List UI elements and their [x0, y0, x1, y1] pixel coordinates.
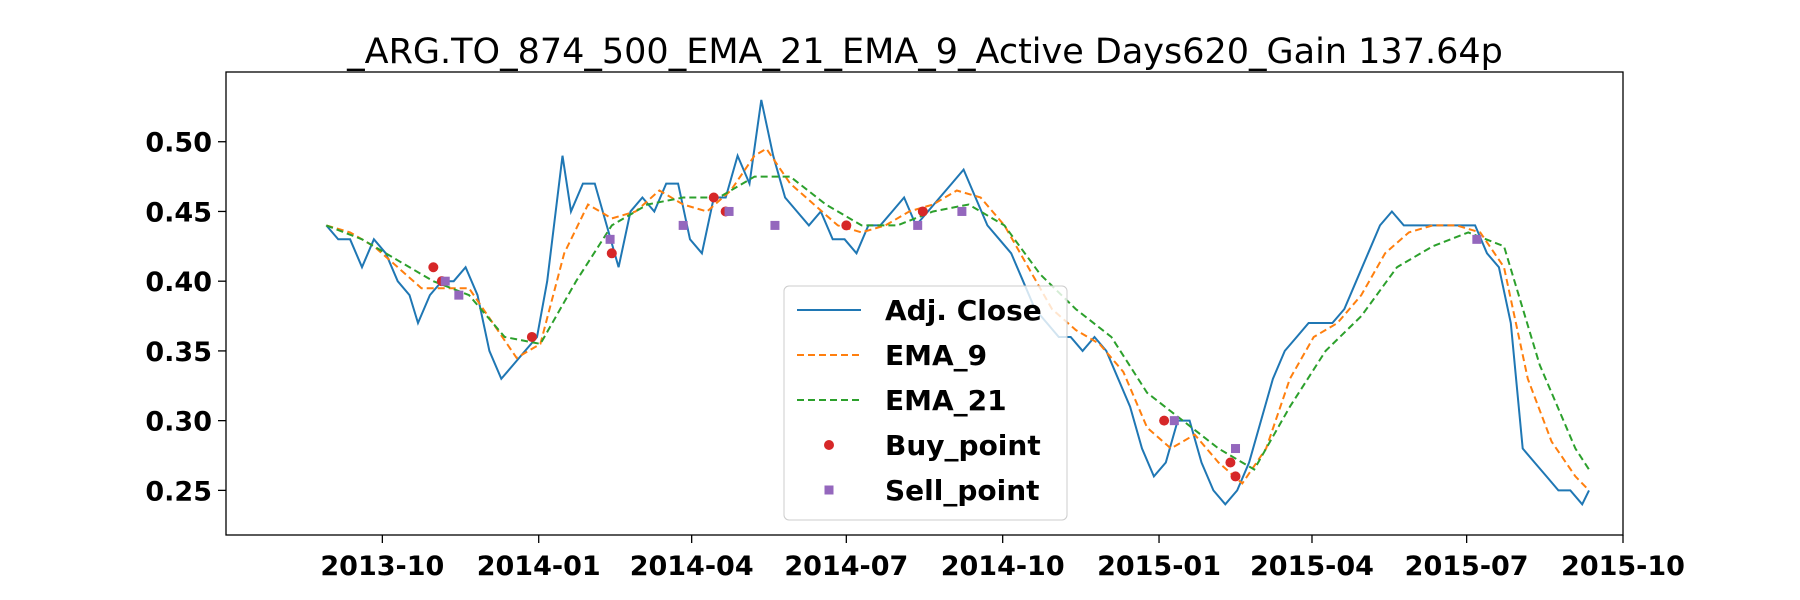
- buy-point-marker: [526, 331, 537, 342]
- x-tick-label: 2014-01: [477, 551, 601, 582]
- chart-title: _ARG.TO_874_500_EMA_21_EMA_9_Active Days…: [346, 32, 1503, 72]
- sell-point-marker: [913, 220, 923, 230]
- x-axis: 2013-10 2014-01 2014-04 2014-07 2014-10 2015-…: [320, 535, 1685, 582]
- series-line-adj-close: [325, 99, 1590, 507]
- legend-swatch: [824, 485, 834, 495]
- plot-area-frame: [225, 71, 1624, 536]
- plot-area: [325, 99, 1590, 507]
- sell-point-marker: [605, 234, 615, 244]
- legend-entry-adj-close: Adj. Close: [797, 294, 1042, 327]
- y-tick-label: 0.50: [145, 128, 212, 159]
- buy-point-marker: [1225, 457, 1236, 468]
- legend-label: Adj. Close: [885, 294, 1042, 327]
- series-line-ema-9: [326, 147, 1590, 492]
- x-tick-label: 2014-10: [941, 551, 1065, 582]
- legend-entry-sell-point: Sell_point: [824, 474, 1040, 507]
- y-tick-label: 0.45: [145, 197, 212, 228]
- y-tick-label: 0.25: [145, 476, 212, 507]
- sell-point-marker: [1169, 416, 1179, 426]
- legend-entry-ema-9: EMA_9: [797, 339, 987, 372]
- sell-point-marker: [440, 276, 450, 286]
- x-tick-label: 2015-01: [1097, 551, 1221, 582]
- y-tick-label: 0.30: [145, 407, 212, 438]
- buy-point-marker: [917, 206, 928, 217]
- x-tick-label: 2014-04: [630, 551, 754, 582]
- sell-point-marker: [724, 206, 734, 216]
- legend-entry-ema-21: EMA_21: [797, 384, 1007, 417]
- legend-label: Buy_point: [885, 429, 1041, 462]
- buy-point-marker: [841, 220, 852, 231]
- legend-entry-buy-point: Buy_point: [824, 429, 1041, 462]
- y-tick-label: 0.35: [145, 337, 212, 368]
- legend: Adj. Close EMA_9 EMA_21 Buy_point Sell_point: [783, 285, 1068, 521]
- buy-point-marker: [606, 248, 617, 259]
- legend-label: Sell_point: [885, 474, 1040, 507]
- sell-point-marker: [1472, 234, 1482, 244]
- sell-point-marker: [1231, 444, 1241, 454]
- legend-box: [783, 285, 1068, 521]
- y-tick-label: 0.40: [145, 267, 212, 298]
- x-tick-label: 2015-10: [1561, 551, 1685, 582]
- buy-point-marker: [428, 262, 439, 273]
- sell-point-marker: [770, 220, 780, 230]
- sell-point-marker: [957, 206, 967, 216]
- legend-swatch: [824, 440, 834, 450]
- y-axis: 0.25 0.30 0.35 0.40 0.45 0.50: [145, 128, 226, 507]
- x-tick-label: 2014-07: [784, 551, 908, 582]
- x-tick-label: 2015-07: [1405, 551, 1529, 582]
- buy-point-marker: [1230, 471, 1241, 482]
- sell-point-marker: [454, 290, 464, 300]
- series-line-ema-21: [325, 175, 1590, 471]
- buy-point-marker: [1159, 415, 1170, 426]
- legend-label: EMA_21: [885, 384, 1007, 417]
- x-tick-label: 2015-04: [1250, 551, 1374, 582]
- x-tick-label: 2013-10: [320, 551, 444, 582]
- buy-point-marker: [708, 192, 719, 203]
- legend-label: EMA_9: [885, 339, 987, 372]
- sell-point-marker: [678, 220, 688, 230]
